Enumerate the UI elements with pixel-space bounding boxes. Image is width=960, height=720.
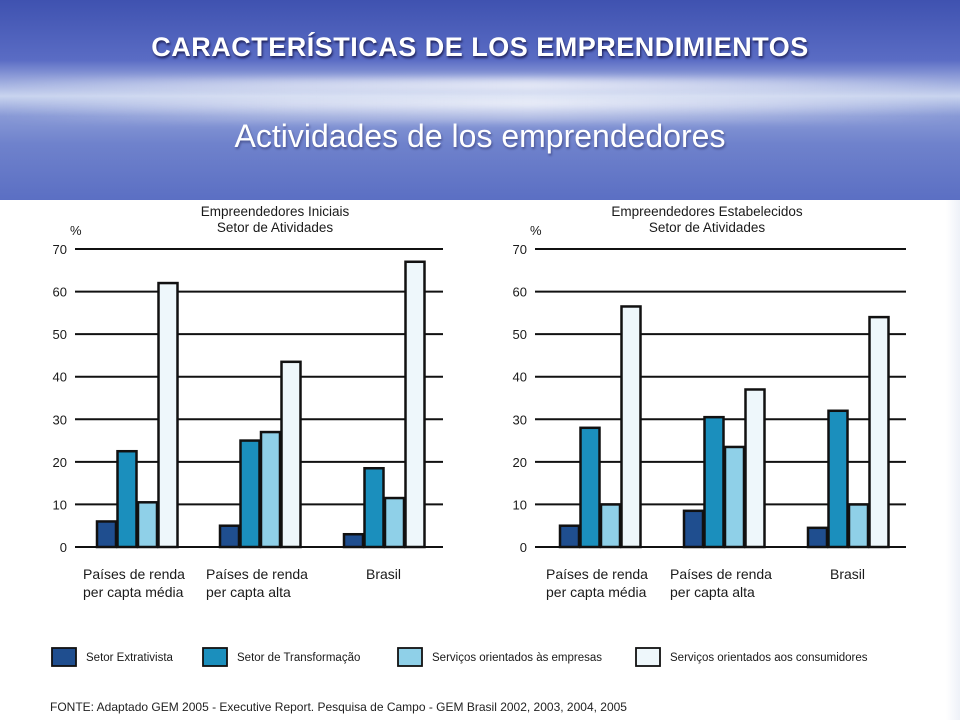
legend-swatch (202, 647, 228, 667)
bar-setor-de-transforma-o (579, 426, 601, 549)
bar-setor-extrativista (558, 524, 581, 549)
bar-servi-os-orientados-aos-consumidores (280, 360, 302, 549)
x-category-label: Países de renda (206, 566, 308, 582)
x-category-label: Países de renda (546, 566, 648, 582)
bar-setor-de-transforma-o (827, 409, 849, 549)
bar-setor-extrativista (682, 509, 705, 549)
bar-setor-de-transforma-o (116, 449, 138, 549)
y-tick-label: 0 (60, 540, 67, 555)
y-tick-label: 50 (513, 327, 527, 342)
y-tick-label: 20 (513, 455, 527, 470)
header-light-streak (0, 78, 960, 92)
bar-servi-os-orientados-aos-consumidores (744, 388, 766, 549)
bar-servi-os-orientados-s-empresas (723, 445, 746, 549)
legend-swatch (397, 647, 423, 667)
chart-title: Setor de Atividades (217, 220, 334, 235)
bar-servi-os-orientados-aos-consumidores (620, 305, 642, 549)
bar-servi-os-orientados-s-empresas (847, 503, 870, 549)
y-tick-label: 70 (53, 242, 67, 257)
header-light-streak (0, 108, 960, 122)
x-category-label: per capta alta (670, 584, 755, 600)
x-category-label: per capta média (546, 584, 647, 600)
x-category-label: per capta média (83, 584, 184, 600)
bar-setor-extrativista (95, 520, 118, 549)
bar-setor-de-transforma-o (703, 415, 725, 549)
bar-servi-os-orientados-s-empresas (383, 496, 406, 549)
y-tick-label: 20 (53, 455, 67, 470)
x-category-label: per capta alta (206, 584, 291, 600)
x-category-label: Países de renda (670, 566, 772, 582)
bar-setor-de-transforma-o (239, 439, 261, 549)
y-axis-unit: % (70, 223, 82, 238)
y-tick-label: 40 (513, 370, 527, 385)
legend-label: Setor Extrativista (86, 652, 174, 664)
bar-servi-os-orientados-s-empresas (259, 430, 282, 549)
bar-servi-os-orientados-aos-consumidores (404, 260, 426, 549)
bar-setor-extrativista (342, 532, 365, 549)
bar-servi-os-orientados-aos-consumidores (157, 281, 179, 549)
legend-label: Serviços orientados às empresas (432, 652, 602, 664)
legend-swatch (635, 647, 661, 667)
slide-subtitle: Actividades de los emprendedores (234, 118, 726, 154)
x-category-label: Brasil (366, 566, 401, 582)
slide-header: CARACTERÍSTICAS DE LOS EMPRENDIMIENTOS A… (0, 0, 960, 200)
chart-title: Setor de Atividades (649, 220, 766, 235)
y-tick-label: 40 (53, 370, 67, 385)
y-axis-unit: % (530, 223, 542, 238)
y-tick-label: 0 (520, 540, 527, 555)
slide-edge (946, 200, 960, 720)
legend-swatch (51, 647, 77, 667)
chart-title: Empreendedores Estabelecidos (611, 204, 803, 219)
y-tick-label: 10 (513, 497, 527, 512)
x-category-label: Países de renda (83, 566, 185, 582)
y-tick-label: 50 (53, 327, 67, 342)
y-tick-label: 30 (513, 412, 527, 427)
bar-servi-os-orientados-s-empresas (136, 501, 159, 549)
y-tick-label: 10 (53, 497, 67, 512)
bar-servi-os-orientados-s-empresas (599, 503, 622, 549)
slide-title: CARACTERÍSTICAS DE LOS EMPRENDIMIENTOS (151, 32, 809, 62)
bar-setor-extrativista (218, 524, 241, 549)
y-tick-label: 60 (53, 285, 67, 300)
y-tick-label: 60 (513, 285, 527, 300)
bar-setor-de-transforma-o (363, 466, 385, 549)
y-tick-label: 30 (53, 412, 67, 427)
legend-label: Serviços orientados aos consumidores (670, 652, 868, 664)
source-note: FONTE: Adaptado GEM 2005 - Executive Rep… (50, 700, 627, 714)
bar-servi-os-orientados-aos-consumidores (868, 315, 890, 549)
y-tick-label: 70 (513, 242, 527, 257)
bar-setor-extrativista (806, 526, 829, 549)
chart-title: Empreendedores Iniciais (201, 204, 350, 219)
legend-label: Setor de Transformação (237, 652, 360, 664)
x-category-label: Brasil (830, 566, 865, 582)
header-light-streak (0, 96, 960, 110)
